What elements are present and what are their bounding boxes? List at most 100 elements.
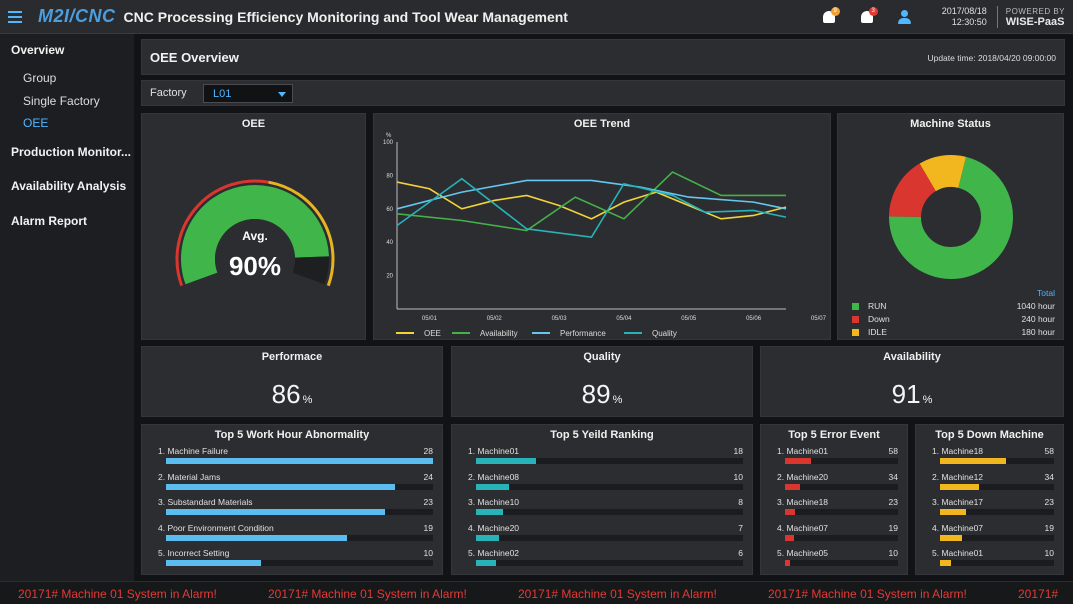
ranking-bar-track	[940, 458, 1054, 464]
legend-hours: 1040 hour	[1016, 301, 1055, 311]
donut-slice-idle	[919, 155, 966, 192]
legend-label: Quality	[652, 329, 677, 338]
ranking-bar-fill	[166, 483, 395, 490]
kpi-value: 89%	[452, 379, 752, 410]
ranking-row-name: 3. Machine10	[468, 497, 520, 507]
alarm-bell-icon[interactable]: 3	[848, 0, 886, 34]
main-content: OEE Overview Update time: 2018/04/20 09:…	[134, 34, 1073, 581]
ranking-bar-fill	[785, 458, 812, 464]
oee-gauge-panel: OEE Avg. 90%	[141, 113, 366, 340]
ranking-row-name: 4. Machine07	[932, 522, 984, 533]
gauge-remainder-arc	[292, 256, 329, 285]
top-header: M2I/CNC CNC Processing Efficiency Monito…	[0, 0, 1073, 34]
page-header: OEE Overview Update time: 2018/04/20 09:…	[141, 39, 1065, 75]
gauge-avg-label: Avg.	[242, 229, 268, 243]
hamburger-menu-icon[interactable]	[0, 0, 30, 34]
ranking-row: 4. Machine20 7	[468, 523, 743, 543]
legend-name: Down	[868, 314, 890, 324]
ranking-bar-track	[166, 560, 433, 566]
ranking-row-value: 19	[423, 522, 433, 533]
ranking-bar-fill	[785, 509, 796, 515]
ranking-bar-track	[785, 534, 898, 541]
ranking-row: 4. Machine07 19	[777, 523, 898, 543]
kpi-title: Performace	[261, 351, 323, 363]
ranking-row-value: 10	[1044, 548, 1054, 558]
ranking-row-name: 3. Machine18	[777, 497, 829, 507]
sidebar-item-overview[interactable]: Overview	[11, 43, 65, 57]
legend-row-run: RUN 1040 hour	[852, 301, 1055, 313]
ranking-row-value: 19	[1044, 522, 1054, 533]
series-line-availability	[396, 171, 786, 232]
kpi-unit: %	[922, 394, 933, 406]
sidebar-item-oee[interactable]: OEE	[23, 116, 49, 130]
ranking-bar-track	[166, 483, 433, 490]
header-datetime: 2017/08/18 12:30:50	[942, 6, 987, 28]
machine-status-title: Machine Status	[910, 118, 991, 130]
ranking-row-value: 8	[738, 497, 743, 507]
factory-label: Factory	[150, 87, 187, 99]
ranking-bar-fill	[476, 534, 500, 541]
sidebar-item-single-factory[interactable]: Single Factory	[23, 94, 100, 108]
ranking-bar-track	[940, 560, 1054, 566]
ranking-bar-track	[476, 483, 743, 490]
ranking-row: 5. Machine05 10	[777, 548, 898, 568]
ranking-row-value: 10	[733, 471, 743, 482]
ranking-row: 4. Machine07 19	[932, 523, 1054, 543]
sidebar-item-availability-analysis[interactable]: Availability Analysis	[11, 179, 127, 193]
ranking-bar-fill	[785, 534, 794, 541]
ranking-row-name: 2. Material Jams	[158, 471, 221, 482]
ticker-message: 20171# Machine 01 System in Alarm!	[18, 587, 217, 601]
ranking-bar-fill	[476, 560, 497, 566]
ranking-bar-track	[940, 483, 1054, 490]
ranking-title: Top 5 Work Hour Abnormality	[214, 429, 370, 441]
ranking-bar-track	[166, 509, 433, 515]
ranking-row: 3. Machine18 23	[777, 497, 898, 517]
sidebar-item-group[interactable]: Group	[23, 71, 57, 85]
ranking-row-name: 3. Substandard Materials	[158, 497, 253, 507]
kpi-performance-panel: Performace 86%	[141, 346, 443, 417]
ranking-row-value: 19	[888, 522, 898, 533]
ranking-row: 2. Machine08 10	[468, 472, 743, 492]
kpi-number: 86	[271, 379, 301, 409]
work-hour-abnormality-panel: Top 5 Work Hour Abnormality 1. Machine F…	[141, 424, 443, 575]
kpi-availability-panel: Availability 91%	[760, 346, 1064, 417]
ranking-row: 1. Machine01 18	[468, 446, 743, 466]
user-icon[interactable]	[886, 0, 924, 34]
legend-label: Availability	[480, 329, 518, 338]
oee-trend-panel: OEE Trend % 20 40 60 80 100 05/01 05/02 05/03 05/…	[373, 113, 831, 340]
ranking-row: 4. Poor Environment Condition 19	[158, 523, 433, 543]
ranking-row: 3. Machine10 8	[468, 497, 743, 517]
ranking-row-name: 5. Machine02	[468, 548, 520, 558]
brand-name: WISE-PaaS	[1005, 16, 1065, 28]
ranking-row: 2. Machine20 34	[777, 472, 898, 492]
ranking-bar-track	[476, 509, 743, 515]
app-title: CNC Processing Efficiency Monitoring and…	[123, 8, 568, 25]
ranking-bar-fill	[940, 560, 952, 566]
oee-trend-chart: % 20 40 60 80 100 05/01 05/02 05/03 05/04 05/05 05/…	[383, 133, 827, 338]
x-tick-label: 05/03	[552, 316, 568, 322]
ranking-bar-fill	[166, 560, 262, 566]
ranking-row: 3. Machine17 23	[932, 497, 1054, 517]
x-tick-label: 05/07	[811, 316, 827, 322]
sidebar-item-production-monitor[interactable]: Production Monitor...	[11, 145, 131, 159]
ranking-bar-track	[476, 534, 743, 541]
kpi-unit: %	[612, 394, 623, 406]
kpi-unit: %	[302, 394, 313, 406]
sidebar-item-alarm-report[interactable]: Alarm Report	[11, 214, 88, 228]
ranking-bar-track	[940, 509, 1054, 515]
header-time: 12:30:50	[951, 17, 987, 27]
ranking-bar-fill	[476, 458, 537, 464]
factory-select[interactable]: L01	[203, 84, 293, 103]
ranking-bar-track	[785, 483, 898, 490]
ranking-bar-track	[785, 458, 898, 464]
ranking-row-value: 23	[1044, 497, 1054, 507]
ranking-row-name: 1. Machine01	[777, 446, 829, 456]
down-machine-panel: Top 5 Down Machine 1. Machine18 58 2. Mach…	[915, 424, 1064, 575]
legend-swatch	[852, 316, 859, 323]
powered-by: POWERED BY WISE-PaaS	[996, 6, 1065, 28]
notification-bell-icon[interactable]: 9	[810, 0, 848, 34]
ranking-title: Top 5 Down Machine	[935, 429, 1044, 441]
update-time: Update time: 2018/04/20 09:00:00	[927, 53, 1056, 63]
y-tick-label: 100	[383, 140, 394, 146]
factory-select-value: L01	[213, 88, 232, 100]
